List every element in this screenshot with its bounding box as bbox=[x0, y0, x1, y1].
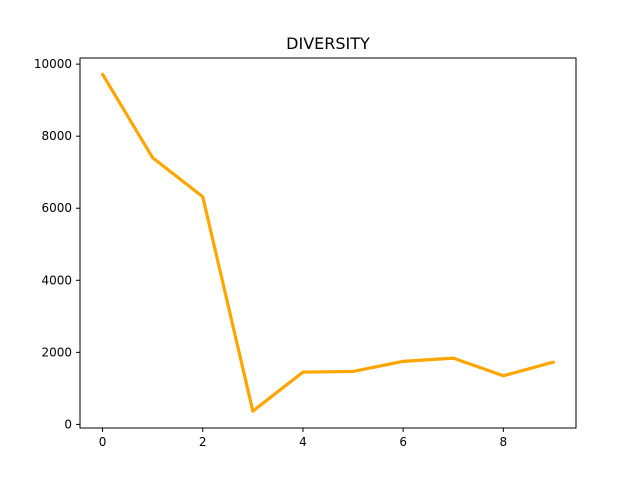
y-tick-label: 0 bbox=[64, 417, 72, 431]
x-tick-label: 8 bbox=[500, 435, 508, 449]
data-point bbox=[101, 72, 105, 76]
data-point bbox=[251, 409, 255, 413]
x-tick-label: 6 bbox=[399, 435, 407, 449]
plot-area: 0 2 4 6 8 0 2000 4000 6000 8000 10000 bbox=[34, 57, 555, 449]
data-point bbox=[501, 374, 505, 378]
data-point bbox=[351, 369, 355, 373]
axes-frame bbox=[79, 57, 577, 429]
chart-title: DIVERSITY bbox=[286, 34, 370, 53]
x-tick-label: 2 bbox=[199, 435, 207, 449]
y-tick-label: 8000 bbox=[41, 129, 72, 143]
data-point bbox=[151, 156, 155, 160]
x-tick-label: 4 bbox=[299, 435, 307, 449]
y-tick-label: 6000 bbox=[41, 201, 72, 215]
y-tick-label: 10000 bbox=[34, 57, 72, 71]
x-tick-label: 0 bbox=[99, 435, 107, 449]
data-point bbox=[201, 195, 205, 199]
data-point bbox=[551, 360, 555, 364]
y-tick-label: 2000 bbox=[41, 345, 72, 359]
series-line bbox=[101, 73, 554, 413]
y-tick-label: 4000 bbox=[41, 273, 72, 287]
data-point bbox=[401, 359, 405, 363]
data-point bbox=[451, 356, 455, 360]
data-point bbox=[301, 370, 305, 374]
